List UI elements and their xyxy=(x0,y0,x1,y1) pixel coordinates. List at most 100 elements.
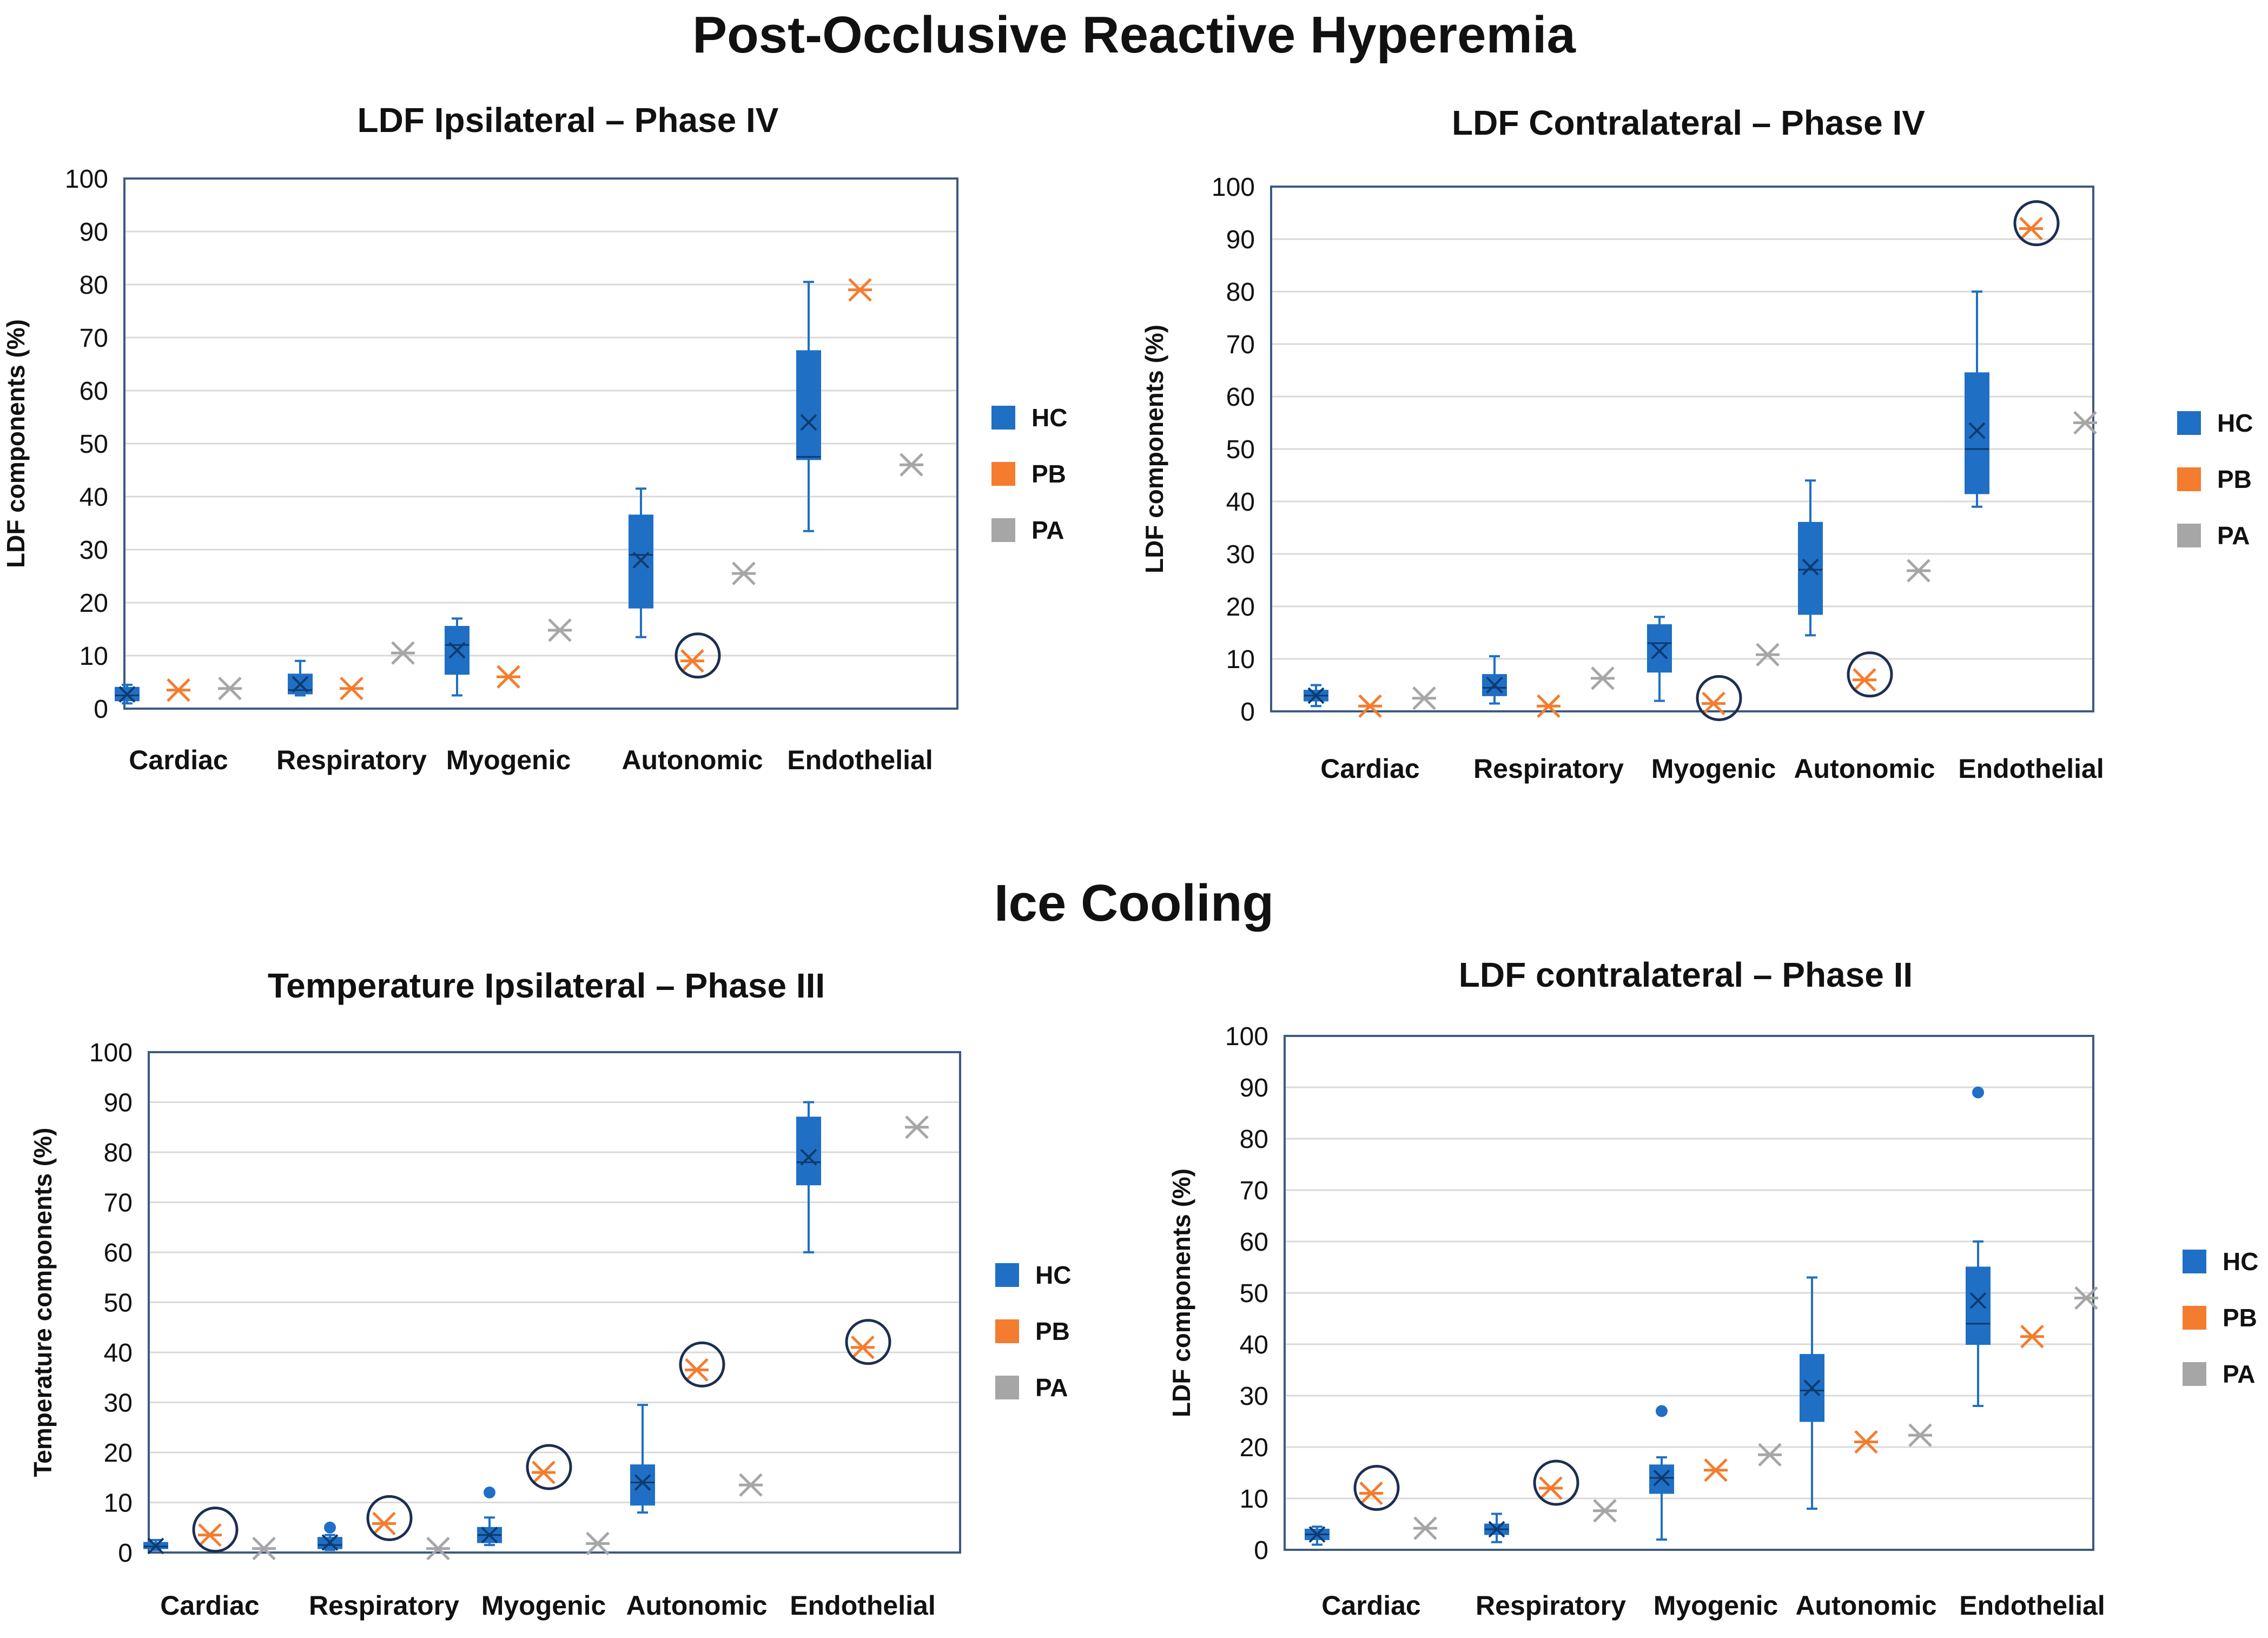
legend-swatch-pb xyxy=(2183,1306,2206,1330)
hc-mean-marker-stroke-b xyxy=(147,1537,164,1555)
plot-area-border xyxy=(1270,186,2094,712)
legend-item-hc: HC xyxy=(2183,1233,2258,1290)
x-category-label: Autonomic xyxy=(626,1590,767,1621)
hc-box-body xyxy=(630,1464,655,1506)
y-tick-label: 60 xyxy=(1226,383,1255,412)
pa-marker-endothelial xyxy=(905,1115,929,1139)
x-category-label: Respiratory xyxy=(1473,754,1624,784)
legend-swatch-hc xyxy=(995,1263,1019,1287)
gridlines xyxy=(124,177,957,710)
hc-mean-marker-stroke-b xyxy=(481,1527,498,1544)
legend-label: PB xyxy=(2223,1304,2257,1332)
x-category-label: Autonomic xyxy=(621,745,763,775)
y-tick-label: 80 xyxy=(1240,1125,1268,1154)
y-tick-label: 100 xyxy=(89,1039,133,1067)
hc-box-endothelial xyxy=(796,1101,821,1253)
hc-mean-marker-stroke-b xyxy=(1802,558,1819,576)
legend-swatch-hc xyxy=(2183,1250,2206,1273)
legend-item-hc: HC xyxy=(995,1247,1071,1303)
pb-highlight-circle xyxy=(675,632,721,679)
pb-marker-autonomic xyxy=(1853,668,1876,692)
pa-marker-endothelial xyxy=(2074,1286,2098,1310)
y-tick-label: 30 xyxy=(104,1389,133,1418)
hc-box-myogenic xyxy=(477,1487,502,1547)
legend-swatch-pb xyxy=(2177,467,2201,491)
x-category-label: Myogenic xyxy=(446,745,571,775)
hc-box-respiratory xyxy=(1484,1512,1509,1543)
pb-marker-respiratory xyxy=(1539,1476,1563,1500)
y-tick-label: 30 xyxy=(1240,1382,1268,1411)
pa-marker-myogenic xyxy=(1756,643,1780,667)
box-plot-temperature-ipsilateral: 0 10 20 30 40 50 60 70 80 90 100 Temperature compon… xyxy=(29,1039,961,1621)
pb-marker-autonomic xyxy=(1854,1430,1878,1454)
chart-panel-ldf-contralateral-phase-iv: LDF Contralateral – Phase IV 0 10 20 30 40 50… xyxy=(1140,87,2268,838)
chart-title: LDF contralateral – Phase II xyxy=(1458,955,1913,994)
y-tick-label: 80 xyxy=(80,271,108,300)
hc-mean-marker-stroke-b xyxy=(448,642,466,659)
pa-marker-endothelial xyxy=(900,453,923,477)
y-axis-label: LDF components (%) xyxy=(1167,1168,1195,1417)
chart-title: LDF Contralateral – Phase IV xyxy=(1452,103,1925,142)
hc-box-body xyxy=(1800,1354,1824,1422)
hc-mean-marker xyxy=(800,414,817,431)
x-category-label: Respiratory xyxy=(1476,1590,1626,1621)
y-tick-label: 10 xyxy=(1240,1485,1268,1514)
hc-mean-marker xyxy=(1803,1379,1821,1397)
pb-marker-autonomic xyxy=(685,1358,709,1382)
pb-marker-myogenic xyxy=(1702,691,1725,716)
legend: HC PB PA xyxy=(2183,1233,2258,1402)
hc-mean-marker xyxy=(1969,1292,1987,1309)
pb-highlight-circle xyxy=(366,1495,413,1541)
x-category-label: Endothelial xyxy=(787,745,933,775)
pb-marker-myogenic xyxy=(1704,1458,1728,1482)
hc-box-body xyxy=(1965,372,1989,494)
hc-box-autonomic xyxy=(630,1404,655,1514)
hc-mean-marker-stroke-b xyxy=(1651,643,1668,659)
legend-item-pb: PB xyxy=(2177,451,2253,507)
y-tick-label: 50 xyxy=(80,430,108,459)
y-tick-label: 90 xyxy=(1226,226,1255,254)
pb-marker-myogenic xyxy=(497,665,520,689)
pb-marker-endothelial xyxy=(2019,216,2043,241)
hc-mean-marker-stroke-b xyxy=(800,1148,817,1166)
hc-box-autonomic xyxy=(1800,1276,1824,1510)
y-tick-label: 90 xyxy=(80,218,108,247)
pb-highlight-circle xyxy=(2013,200,2060,247)
hc-mean-marker xyxy=(1308,1526,1326,1543)
hc-box-body xyxy=(1966,1266,1991,1345)
y-tick-label: 100 xyxy=(1212,173,1255,202)
y-tick-label: 50 xyxy=(104,1289,133,1318)
legend: HC PB PA xyxy=(995,1247,1071,1416)
hc-box-respiratory xyxy=(288,659,313,697)
y-tick-label: 30 xyxy=(80,536,108,565)
box-plot-ldf-contralateral: 0 10 20 30 40 50 60 70 80 90 100 LDF components (%)… xyxy=(1140,173,2104,784)
hc-box-autonomic xyxy=(1798,479,1823,637)
legend-item-pa: PA xyxy=(2183,1346,2258,1402)
hc-mean-marker-stroke-b xyxy=(1488,1521,1505,1538)
x-category-label: Respiratory xyxy=(309,1590,459,1621)
pa-marker-autonomic xyxy=(1908,1423,1932,1447)
hc-mean-marker-stroke-b xyxy=(118,686,136,703)
legend-swatch-pa xyxy=(2183,1362,2206,1386)
hc-mean-marker xyxy=(632,552,650,569)
legend-label: PA xyxy=(2217,521,2250,550)
hc-mean-marker xyxy=(118,686,136,703)
hc-mean-marker-stroke-b xyxy=(1968,422,1986,439)
hc-mean-marker xyxy=(292,676,309,693)
y-tick-label: 0 xyxy=(1254,1536,1268,1565)
hc-mean-marker-stroke-b xyxy=(1653,1469,1670,1487)
y-tick-label: 100 xyxy=(1225,1022,1268,1051)
pb-highlight-circle xyxy=(845,1319,891,1365)
legend-label: HC xyxy=(1031,404,1068,432)
pb-marker-cardiac xyxy=(1358,694,1382,718)
x-category-label: Cardiac xyxy=(1320,754,1419,784)
y-tick-label: 40 xyxy=(104,1339,133,1368)
y-tick-label: 70 xyxy=(1240,1177,1268,1205)
pb-marker-cardiac xyxy=(198,1523,222,1547)
pa-marker-respiratory xyxy=(1593,1499,1617,1523)
legend-item-hc: HC xyxy=(991,389,1067,446)
chart-panel-ldf-ipsilateral-phase-iv: LDF Ipsilateral – Phase IV 0 10 20 30 40 50 60… xyxy=(0,87,1136,828)
hc-mean-marker xyxy=(1968,422,1986,439)
chart-panel-temperature-ipsilateral-phase-iii: Temperature Ipsilateral – Phase III 0 10 2… xyxy=(0,952,1136,1638)
plot-area-border xyxy=(123,177,958,710)
